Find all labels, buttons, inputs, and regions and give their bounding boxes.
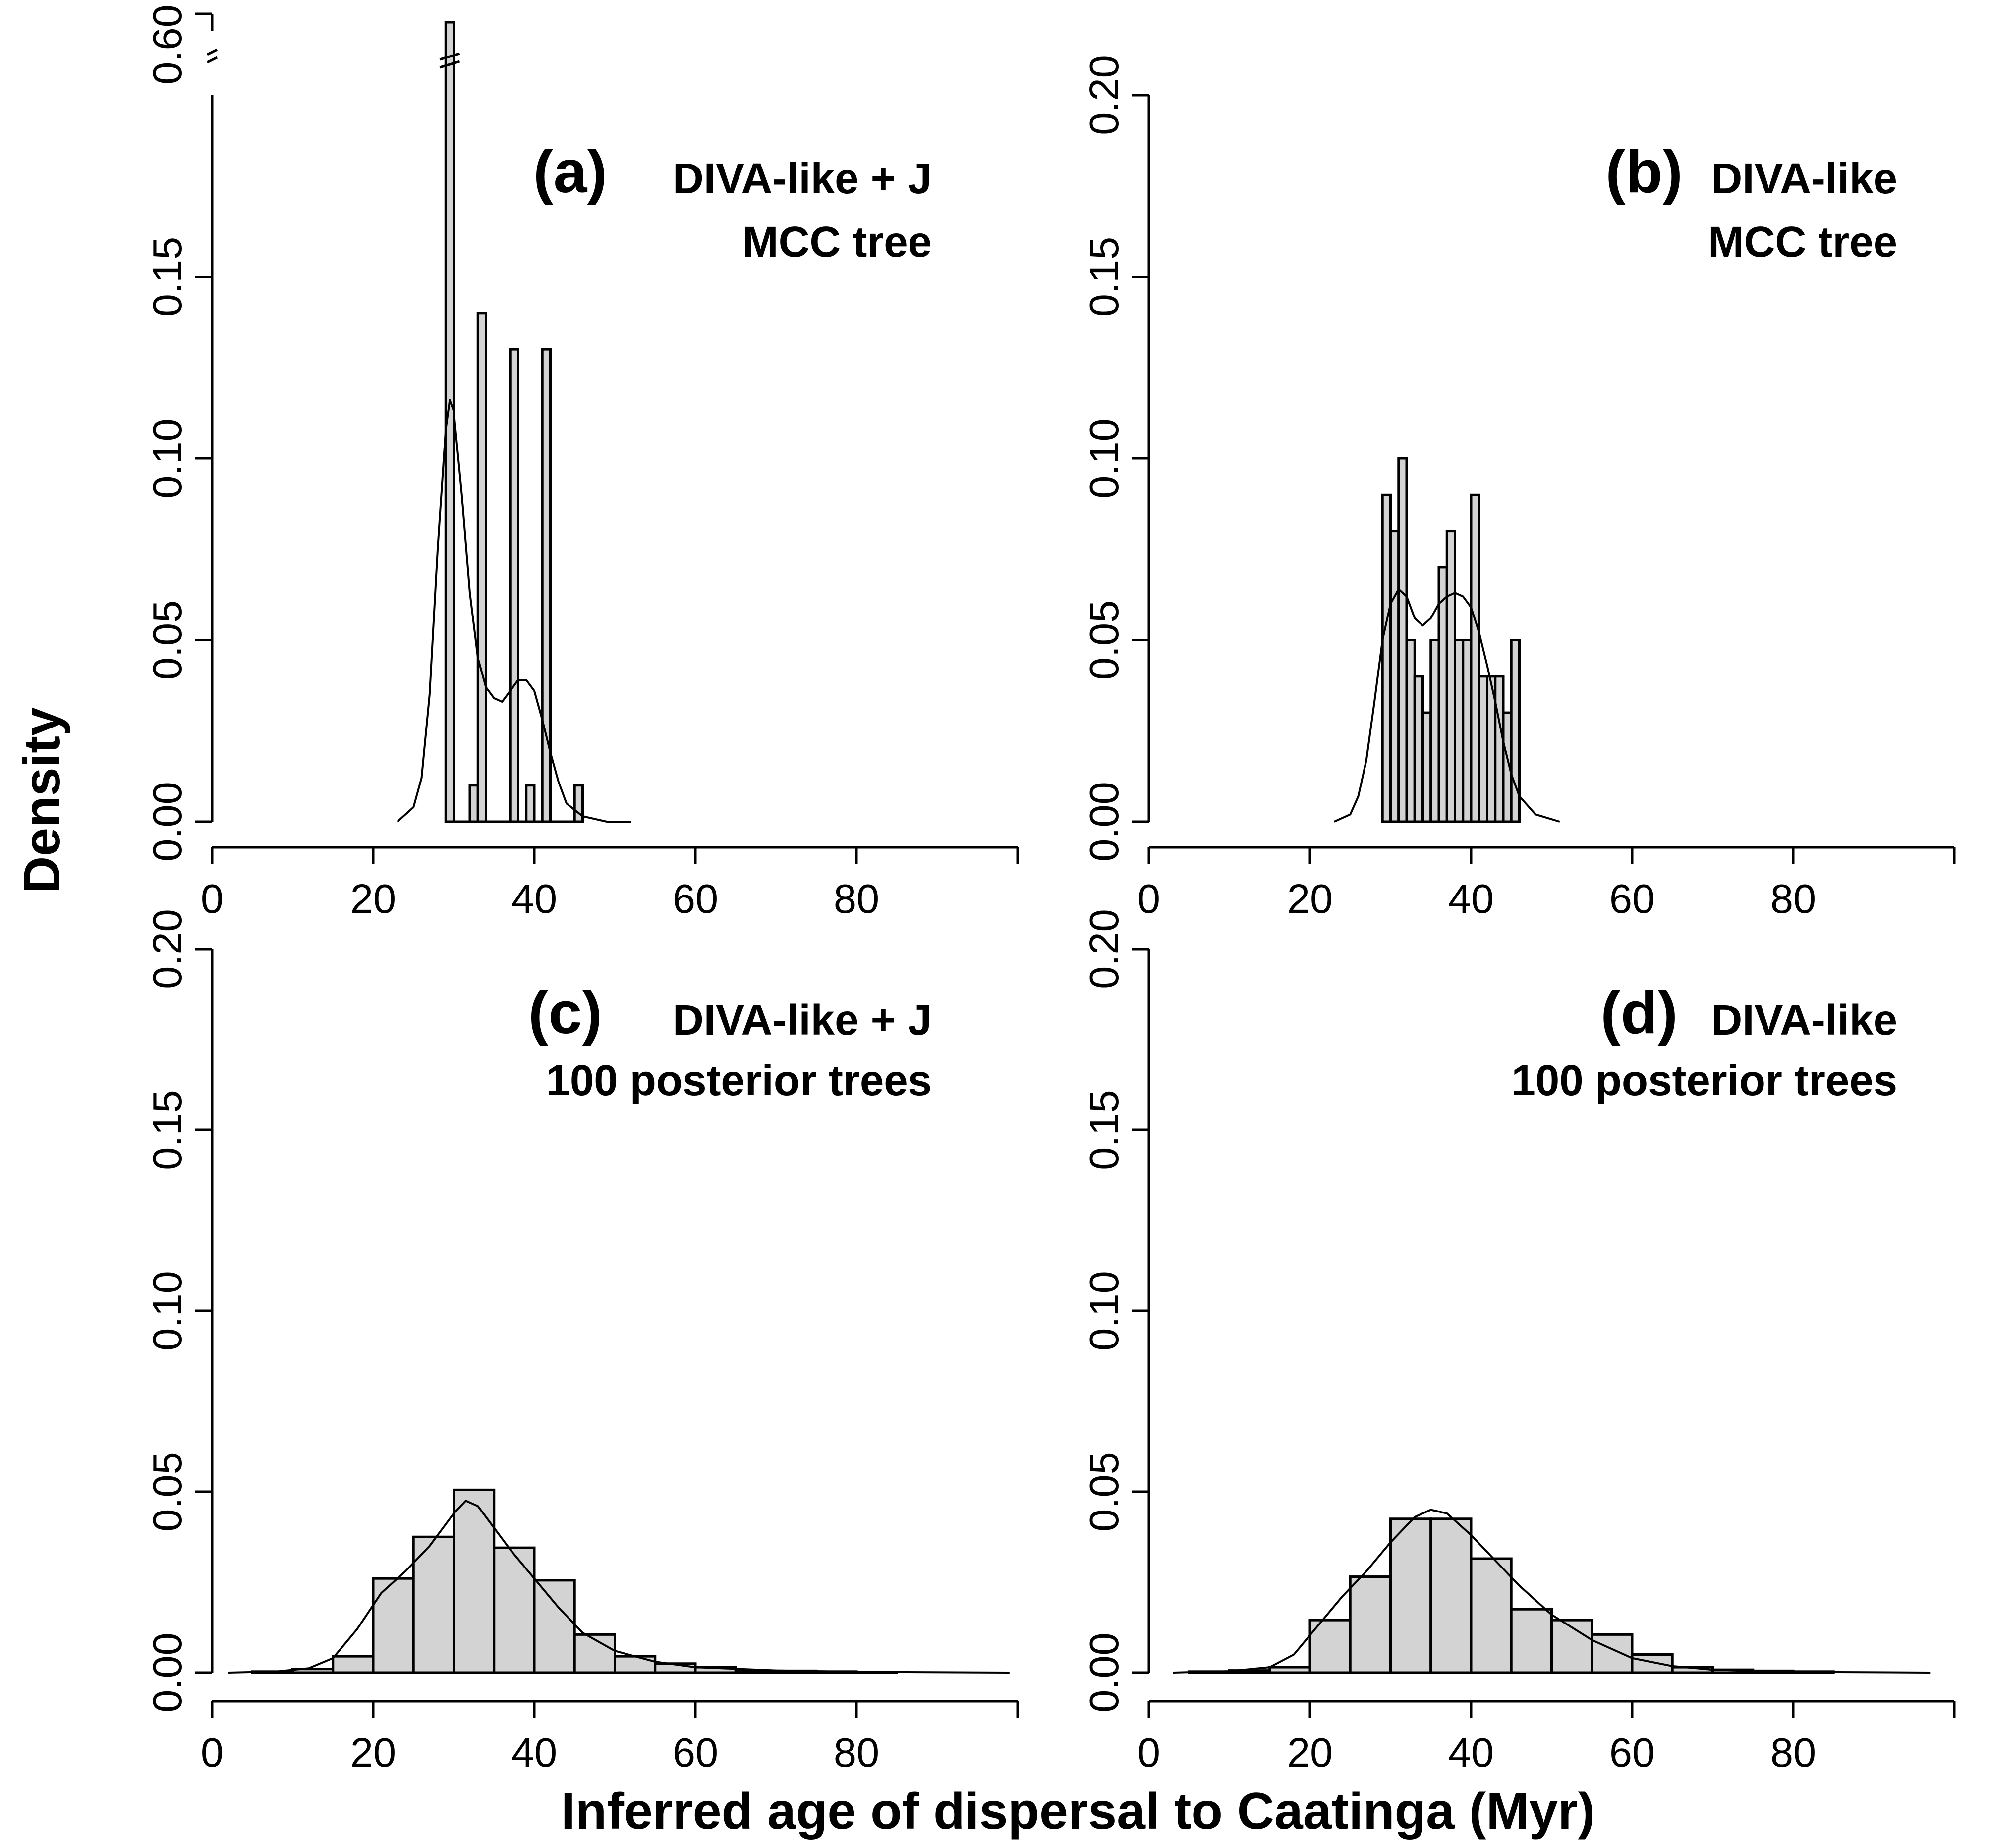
- histogram-bar: [525, 784, 536, 823]
- x-tick-label: 20: [1287, 1730, 1333, 1776]
- histogram-bar: [1591, 1633, 1634, 1674]
- y-tick-label: 0.15: [1081, 1090, 1127, 1170]
- y-tick-label: 0.05: [144, 1452, 190, 1532]
- x-tick-label: 40: [1448, 1730, 1494, 1776]
- y-tick-label: 0.10: [144, 1271, 190, 1351]
- y-tick-label: 0.20: [144, 909, 190, 989]
- y-tick-label: 0.05: [1081, 600, 1127, 680]
- panel-tag: (b): [1605, 138, 1683, 205]
- density-curve: [397, 399, 631, 823]
- axis-break-mark: [206, 48, 218, 56]
- x-tick-label: 40: [1448, 876, 1494, 922]
- histogram-bar: [533, 1579, 576, 1674]
- y-tick-label: 0.20: [1081, 55, 1127, 135]
- y-tick-label: 0.10: [144, 418, 190, 499]
- x-tick-label: 0: [1137, 876, 1160, 922]
- histogram-bar: [1389, 1517, 1432, 1674]
- histogram-bar: [573, 1633, 616, 1674]
- x-tick-label: 80: [834, 876, 879, 922]
- histogram-bar: [453, 1488, 496, 1674]
- x-tick-label: 80: [1770, 876, 1816, 922]
- y-tick-label: 0.20: [1081, 909, 1127, 989]
- panel-tag: (a): [533, 138, 607, 205]
- histogram-bar: [614, 1655, 657, 1674]
- panel-title-line-2: 100 posterior trees: [1511, 1057, 1897, 1105]
- density-curve: [1173, 1509, 1931, 1674]
- x-tick-label: 40: [512, 1730, 557, 1776]
- x-tick-label: 20: [350, 1730, 396, 1776]
- panel-b: 0.00 0.05 0.10 0.15 0.20 0 20 40 60 80 (b) DIVA-lik…: [1081, 55, 1956, 922]
- histogram-bar: [332, 1655, 375, 1674]
- y-tick-label: 0.10: [1081, 418, 1127, 499]
- density-curve: [228, 1500, 1010, 1674]
- x-tick-label: 60: [1609, 876, 1655, 922]
- panel-title-line-2: MCC tree: [742, 218, 932, 266]
- histogram-bar: [1510, 639, 1521, 823]
- x-tick-label: 20: [350, 876, 396, 922]
- x-axis-title: Inferred age of dispersal to Caatinga (M…: [561, 1783, 1595, 1840]
- histogram-bar: [1631, 1653, 1674, 1674]
- histogram-bar: [372, 1577, 415, 1674]
- density-curve: [1333, 588, 1560, 823]
- x-tick-label: 80: [1770, 1730, 1816, 1776]
- y-tick-label: 0.05: [1081, 1452, 1127, 1532]
- panel-title-line-1: DIVA-like: [1711, 996, 1898, 1044]
- x-tick-label: 80: [834, 1730, 879, 1776]
- y-tick-label: 0.00: [1081, 1632, 1127, 1713]
- panel-title-line-1: DIVA-like + J: [673, 996, 932, 1044]
- y-axis-title: Density: [13, 707, 71, 894]
- panels: 0.00 0.05 0.10 0.15 0.60 0 20 40 60 80 (a) DIVA-lik…: [144, 4, 1956, 1776]
- panel-a: 0.00 0.05 0.10 0.15 0.60 0 20 40 60 80 (a) DIVA-lik…: [144, 4, 1019, 922]
- x-tick-label: 0: [201, 876, 224, 922]
- panel-d: 0.00 0.05 0.10 0.15 0.20 0 20 40 60 80 (d) DIVA-lik…: [1081, 909, 1956, 1776]
- panel-tag: (d): [1600, 979, 1678, 1046]
- bar-break-mark: [439, 52, 460, 61]
- histogram-bar: [1268, 1666, 1311, 1674]
- x-tick-label: 0: [201, 1730, 224, 1776]
- y-tick-label: 0.10: [1081, 1271, 1127, 1351]
- histogram-bar: [1510, 1608, 1553, 1674]
- histogram-bar: [1308, 1619, 1352, 1674]
- panel-c: 0.00 0.05 0.10 0.15 0.20 0 20 40 60 80 (c) DIVA-lik…: [144, 909, 1019, 1776]
- bar-break-mark: [439, 60, 460, 69]
- y-tick-label-break: 0.60: [144, 4, 190, 85]
- panel-title-line-2: MCC tree: [1708, 218, 1897, 266]
- y-tick-label: 0.00: [144, 782, 190, 862]
- histogram-bar: [476, 312, 487, 823]
- panel-title-line-1: DIVA-like: [1711, 155, 1898, 203]
- x-tick-label: 0: [1137, 1730, 1160, 1776]
- histogram-bar: [509, 348, 519, 823]
- histogram-bar: [1470, 1557, 1513, 1674]
- axis-break-mark: [206, 56, 218, 64]
- y-tick-label: 0.15: [144, 1090, 190, 1170]
- histogram-bar: [493, 1546, 536, 1674]
- histogram-bar: [1470, 493, 1480, 823]
- x-tick-label: 40: [512, 876, 557, 922]
- panel-title-line-1: DIVA-like + J: [673, 155, 932, 203]
- y-tick-label: 0.15: [144, 237, 190, 317]
- histogram-bar: [412, 1535, 455, 1674]
- x-tick-label: 60: [1609, 1730, 1655, 1776]
- histogram-bar: [1550, 1619, 1593, 1674]
- histogram-bar: [1429, 1517, 1473, 1674]
- panel-title-line-2: 100 posterior trees: [546, 1057, 932, 1105]
- y-tick-label: 0.05: [144, 600, 190, 680]
- y-tick-label: 0.00: [1081, 782, 1127, 862]
- histogram-bar: [1349, 1575, 1392, 1674]
- y-tick-label: 0.15: [1081, 237, 1127, 317]
- x-tick-label: 60: [673, 876, 718, 922]
- y-tick-label: 0.00: [144, 1632, 190, 1713]
- panel-tag: (c): [528, 979, 602, 1046]
- x-tick-label: 60: [673, 1730, 718, 1776]
- x-tick-label: 20: [1287, 876, 1333, 922]
